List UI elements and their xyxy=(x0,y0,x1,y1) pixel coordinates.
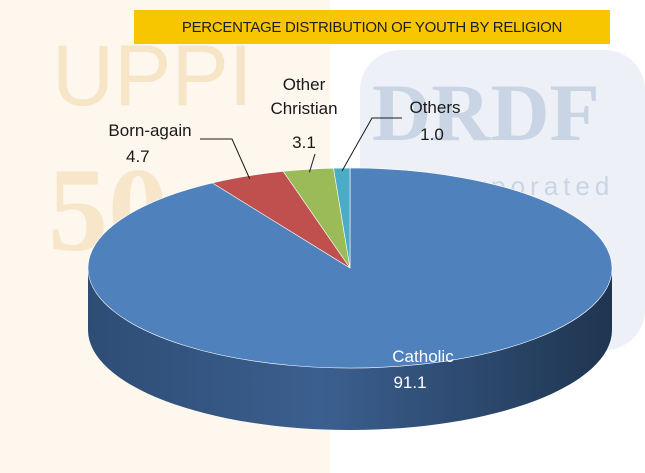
data-label-others-name: Others xyxy=(409,98,460,117)
watermark-left-text: UPPI xyxy=(52,28,253,124)
pie-slice-others xyxy=(333,167,351,269)
chart-title-box: PERCENTAGE DISTRIBUTION OF YOUTH BY RELI… xyxy=(134,10,610,44)
data-label-born-again-value: 4.7 xyxy=(126,147,150,166)
data-label-other-christian-name-2: Christian xyxy=(270,99,337,118)
data-label-catholic-name: Catholic xyxy=(392,347,454,366)
pie-slice-catholic xyxy=(87,167,613,369)
data-label-born-again-name: Born-again xyxy=(108,121,191,140)
data-label-other-christian-name-1: Other xyxy=(283,75,326,94)
data-label-others-value: 1.0 xyxy=(420,125,444,144)
watermark-right-text: DRDF xyxy=(372,67,600,158)
data-label-other-christian-value: 3.1 xyxy=(292,133,316,152)
data-label-catholic-value: 91.1 xyxy=(393,373,426,392)
leader-line-born-again xyxy=(200,138,251,180)
chart-title: PERCENTAGE DISTRIBUTION OF YOUTH BY RELI… xyxy=(181,18,563,36)
leader-line-others xyxy=(341,117,402,172)
pie-side-depth xyxy=(88,268,612,430)
leader-line-other-christian xyxy=(308,153,316,173)
